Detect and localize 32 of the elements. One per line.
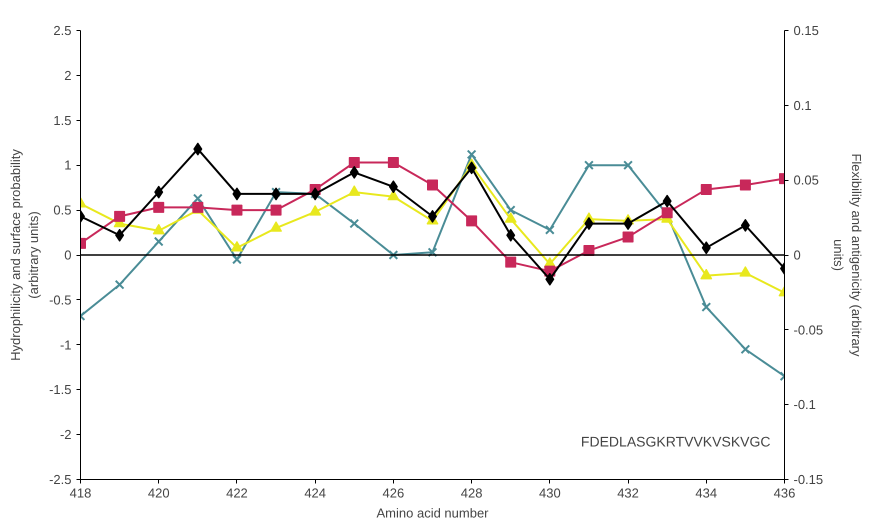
y-tick-label: 0 bbox=[64, 248, 72, 262]
y-tick-label: 2.5 bbox=[53, 23, 72, 38]
x-tick-label: 428 bbox=[460, 486, 482, 500]
y-tick-label: 1.5 bbox=[53, 112, 72, 128]
x-tick-label: 434 bbox=[695, 486, 718, 500]
y-tick-label: -2 bbox=[60, 427, 72, 442]
y-tick-label: -1 bbox=[60, 337, 72, 352]
x-tick-label: 418 bbox=[70, 486, 92, 500]
y2-tick-label: 0 bbox=[794, 248, 801, 262]
x-tick-label: 424 bbox=[304, 486, 326, 500]
x-tick-label: 430 bbox=[538, 486, 561, 500]
y-tick-label: -2.5 bbox=[49, 472, 72, 487]
y-axis-title: Hydrophilicity and surface probability (arbitrary units) bbox=[8, 148, 42, 361]
y2-axis-title: Flexibility and antigenicity (arbitrary units) bbox=[831, 153, 864, 358]
x-tick-label: 432 bbox=[617, 486, 639, 500]
x-tick-label: 422 bbox=[226, 486, 248, 500]
y2-tick-label: 0.1 bbox=[794, 98, 812, 113]
y2-tick-label: -0.05 bbox=[794, 322, 824, 338]
x-tick-label: 420 bbox=[148, 486, 170, 500]
y2-tick-label: -0.15 bbox=[794, 472, 824, 487]
y-tick-label: -0.5 bbox=[49, 292, 72, 308]
y-tick-label: 1 bbox=[64, 158, 72, 173]
x-axis-title: Amino acid number bbox=[376, 506, 490, 520]
y2-tick-label: 0.15 bbox=[794, 23, 819, 38]
y2-tick-label: 0.05 bbox=[794, 172, 819, 188]
y-tick-label: -1.5 bbox=[49, 382, 72, 398]
y2-tick-label: -0.1 bbox=[794, 397, 816, 412]
y-tick-label: 2 bbox=[64, 68, 72, 83]
x-tick-label: 436 bbox=[774, 486, 796, 500]
x-tick-label: 426 bbox=[382, 486, 404, 500]
annotation: FDEDLASGKRTVVKVSKVGC bbox=[580, 434, 771, 450]
y-tick-label: 0.5 bbox=[53, 202, 72, 218]
